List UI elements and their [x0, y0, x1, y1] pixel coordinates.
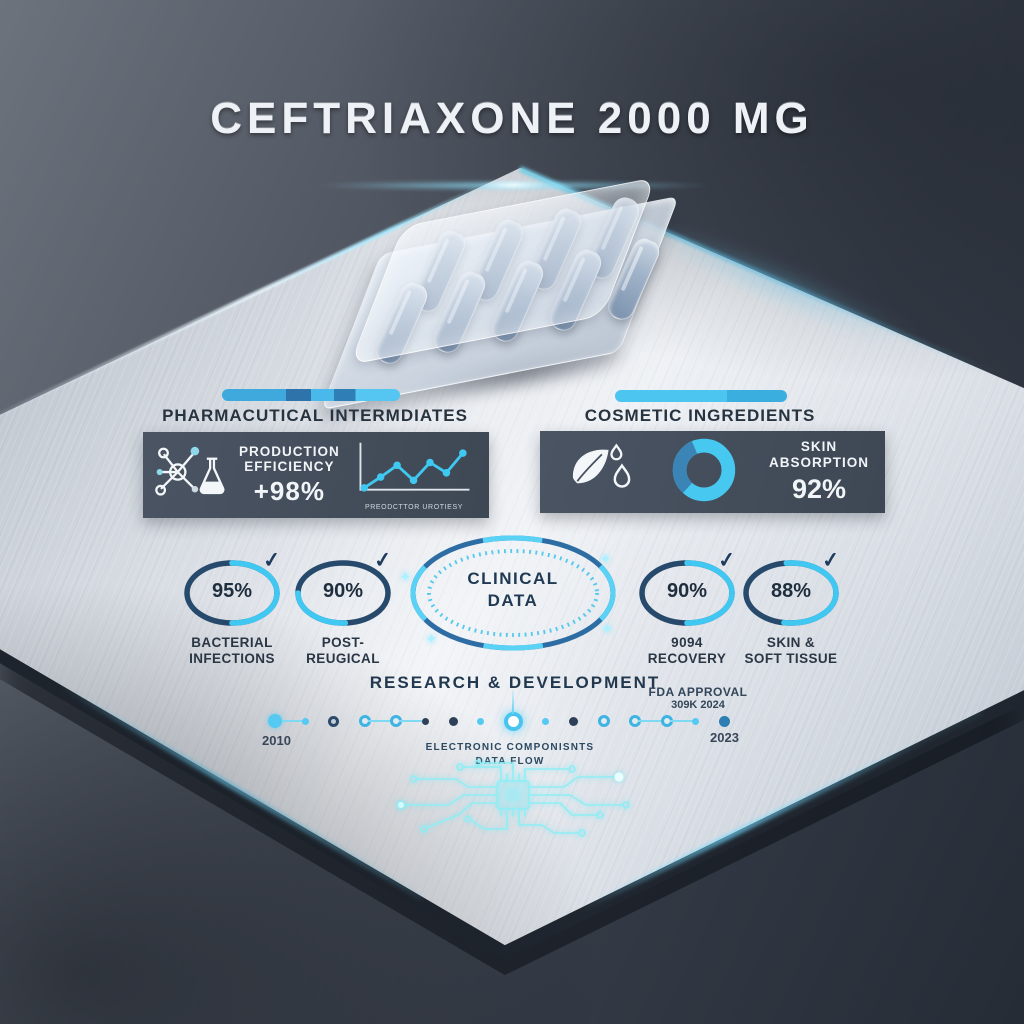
timeline-dots [268, 689, 730, 734]
timeline-dot [268, 714, 305, 728]
rnd-title: RESEARCH & DEVELOPMENT [369, 673, 661, 692]
clinical-data-badge: CLINICAL DATA ✦ ✦ ✦ ✦ [399, 528, 623, 658]
absorption-value: 92% [791, 473, 846, 504]
stat-label: POST- REUGICAL [306, 635, 380, 666]
clinical-data-text: CLINICAL DATA [467, 569, 559, 611]
timeline-dot [421, 717, 429, 725]
sparkle-icon: ✦ [601, 621, 614, 638]
skin-absorption-card: SKIN ABSORPTION 92% [540, 431, 885, 513]
fda-approval-note: FDA APPROVAL 309K 2024 [648, 685, 748, 712]
timeline-dot [718, 715, 730, 727]
timeline-dot [629, 715, 662, 727]
efficiency-value: +98% [253, 475, 325, 506]
check-icon: ✓ [821, 548, 842, 573]
left-section-header: PHARMACUTICAL INTERMDIATES [162, 406, 468, 425]
timeline-dot [390, 715, 423, 727]
sparkle-icon: ✦ [599, 551, 612, 568]
timeline-dot [477, 717, 485, 725]
mini-line-chart: PREODCTTOR UROTIESY [351, 439, 477, 511]
right-section-accent-bar [615, 390, 787, 402]
stat-post-surgical: 90% ✓ POST- REUGICAL [288, 548, 398, 667]
card-label: ABSORPTION [768, 454, 869, 470]
absorption-donut-chart [665, 431, 743, 514]
stat-recovery: 90% ✓ 9094 RECOVERY [632, 548, 742, 667]
right-section-header: COSMETIC INGREDIENTS [584, 406, 816, 425]
timeline-dot [328, 715, 340, 727]
stat-value: 95% [211, 580, 253, 602]
timeline-dot [692, 717, 700, 725]
timeline-end-year: 2023 [710, 730, 739, 745]
stat-skin-soft-tissue: 88% ✓ SKIN & SOFT TISSUE [736, 548, 846, 667]
timeline-dot [660, 715, 693, 727]
timeline-dot [358, 715, 391, 727]
stat-value: 90% [322, 580, 364, 602]
card-label: EFFICIENCY [244, 459, 335, 475]
leaf-droplets-icon [566, 441, 640, 504]
sparkle-icon: ✦ [425, 631, 438, 648]
blister-pack-illustration [320, 177, 700, 425]
page-title: CEFTRIAXONE 2000 MG [210, 94, 814, 143]
stat-label: BACTERIAL INFECTIONS [189, 635, 275, 666]
timeline-dot [597, 715, 610, 727]
cpu-chip-circuit-icon [372, 757, 652, 839]
check-icon: ✓ [262, 548, 283, 573]
light-flare-core [478, 180, 548, 190]
timeline-dot [503, 689, 523, 731]
timeline-dot [542, 717, 550, 725]
check-icon: ✓ [373, 548, 394, 573]
footer-caption: ELECTRONIC COMPONISNTS DATA FLOW [425, 742, 595, 767]
timeline-dot [568, 716, 578, 726]
stat-value: 90% [666, 580, 708, 602]
check-icon: ✓ [717, 548, 738, 573]
production-efficiency-card: PRODUCTION EFFICIENCY +98% PREODCTTOR UR… [143, 432, 489, 518]
stat-label: SKIN & SOFT TISSUE [744, 635, 838, 666]
stat-bacterial-infections: 95% ✓ BACTERIAL INFECTIONS [177, 548, 287, 667]
stat-value: 88% [770, 580, 812, 602]
skin-absorption-text: SKIN ABSORPTION 92% [769, 439, 869, 506]
production-efficiency-text: PRODUCTION EFFICIENCY +98% [239, 444, 340, 507]
timeline-dot [301, 717, 309, 725]
timeline-dot [448, 716, 458, 726]
stat-label: 9094 RECOVERY [647, 635, 727, 666]
card-label: PRODUCTION [239, 443, 340, 459]
card-label: SKIN [800, 438, 838, 454]
molecule-flask-icon [153, 439, 233, 512]
left-section-accent-bar [222, 389, 400, 401]
timeline-start-year: 2010 [262, 733, 291, 748]
sparkle-icon: ✦ [399, 569, 412, 586]
mini-chart-caption: PREODCTTOR UROTIESY [364, 504, 463, 511]
